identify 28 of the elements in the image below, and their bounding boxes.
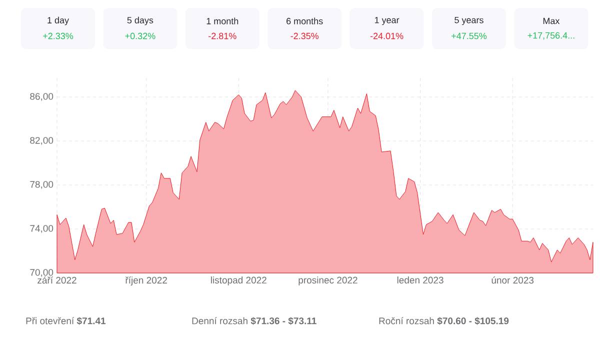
text: -24.01% (370, 32, 404, 40)
text: +0.32% (125, 32, 156, 40)
y-tick-label: 70,00 (30, 269, 54, 277)
y-tick-label: 78,00 (30, 181, 54, 189)
x-tick-label: leden 2023 (397, 276, 444, 284)
text: 5 days (127, 16, 154, 26)
y-tick-label: 86,00 (30, 93, 54, 101)
text: 6 months (286, 18, 323, 24)
text: -2.81% (208, 32, 236, 40)
text: Max (543, 18, 560, 24)
text: 1 month (206, 18, 238, 24)
text: +2.33% (43, 32, 74, 40)
x-tick-label: listopad 2022 (211, 276, 266, 286)
text: 1 day (48, 16, 69, 26)
x-tick-label: září 2022 (38, 276, 76, 284)
text: -2.35% (290, 32, 319, 40)
text: Při otevření $71.41 (26, 317, 106, 325)
text: +47.55% (452, 32, 487, 40)
y-tick-label: 82,00 (30, 137, 54, 145)
text: 5 years (454, 16, 484, 26)
x-tick-label: prosinec 2022 (298, 276, 358, 286)
text: 1 year (374, 16, 400, 26)
text: Denní rozsah $71.36 - $73.11 (192, 317, 316, 325)
x-tick-label: říjen 2022 (125, 276, 167, 286)
y-tick-label: 74,00 (30, 225, 54, 233)
text: Roční rozsah $70.60 - $105.19 (379, 317, 509, 325)
text: +17,756.4... (528, 32, 574, 40)
x-tick-label: únor 2023 (492, 276, 534, 284)
